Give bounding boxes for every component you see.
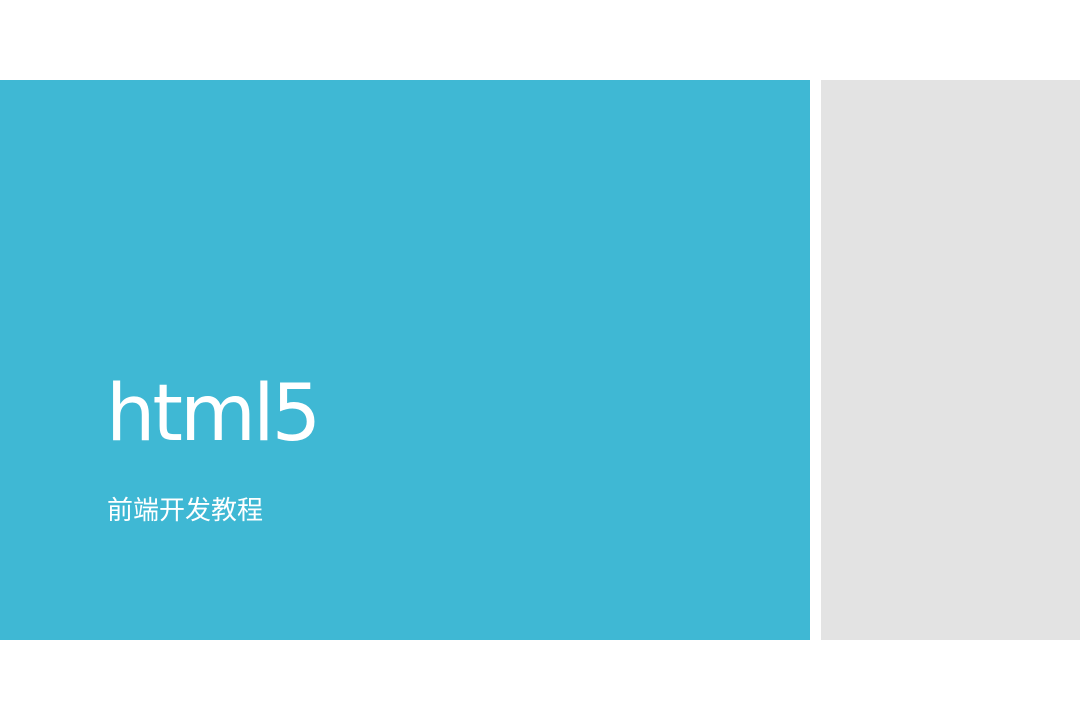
slide-title: html5 — [106, 369, 321, 459]
side-panel — [821, 80, 1080, 640]
title-panel — [0, 80, 810, 640]
slide-subtitle: 前端开发教程 — [107, 496, 264, 526]
